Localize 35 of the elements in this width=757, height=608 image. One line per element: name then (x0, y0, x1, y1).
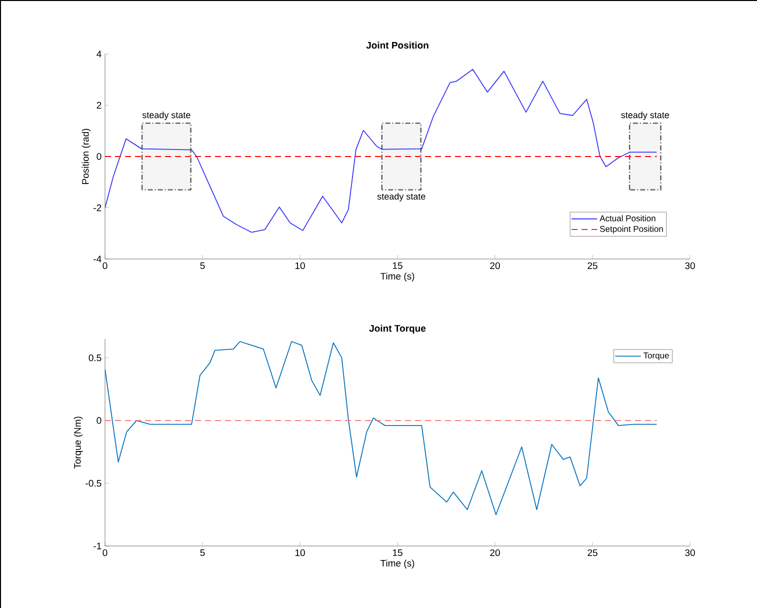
band-label: steady state (377, 193, 426, 202)
y-tick-label: 0.5 (88, 354, 102, 362)
y-tick-label: -1 (94, 542, 102, 550)
x-tick-label: 20 (490, 549, 500, 556)
band-label: steady state (142, 112, 190, 120)
x-tick-label: 10 (295, 549, 305, 556)
x-tick-label: 10 (295, 262, 305, 270)
chart-title: Joint Position (366, 42, 428, 49)
chart-title: Joint Torque (369, 324, 426, 334)
y-tick-label: -4 (94, 256, 102, 262)
x-tick-label: 30 (685, 549, 695, 556)
x-tick-label: 5 (200, 549, 205, 556)
x-tick-label: 5 (200, 262, 205, 269)
x-tick-label: 0 (102, 262, 108, 270)
y-tick-label: -2 (94, 204, 102, 212)
y-tick-label: 0 (96, 153, 102, 160)
x-tick-label: 20 (490, 262, 500, 270)
y-tick-label: 2 (96, 102, 102, 109)
legend-label: Setpoint Position (600, 226, 663, 234)
y-tick-label: 4 (96, 50, 102, 58)
x-axis-title: Time (s) (380, 560, 414, 568)
x-tick-label: 25 (588, 262, 598, 270)
y-axis-title: Position (rad) (82, 128, 91, 184)
x-tick-label: 15 (392, 549, 402, 556)
x-tick-label: 15 (392, 262, 402, 269)
y-axis-title: Torque (Nm) (74, 416, 83, 469)
band-label: steady state (621, 112, 670, 120)
legend-label: Actual Position (600, 215, 656, 222)
x-tick-label: 25 (588, 549, 598, 556)
x-axis-title: Time (s) (380, 272, 414, 282)
y-tick-label: -0.5 (86, 480, 102, 487)
x-tick-label: 0 (102, 549, 108, 556)
legend-label: Torque (643, 352, 669, 360)
x-tick-label: 30 (685, 262, 695, 270)
y-tick-label: 0 (96, 417, 102, 424)
